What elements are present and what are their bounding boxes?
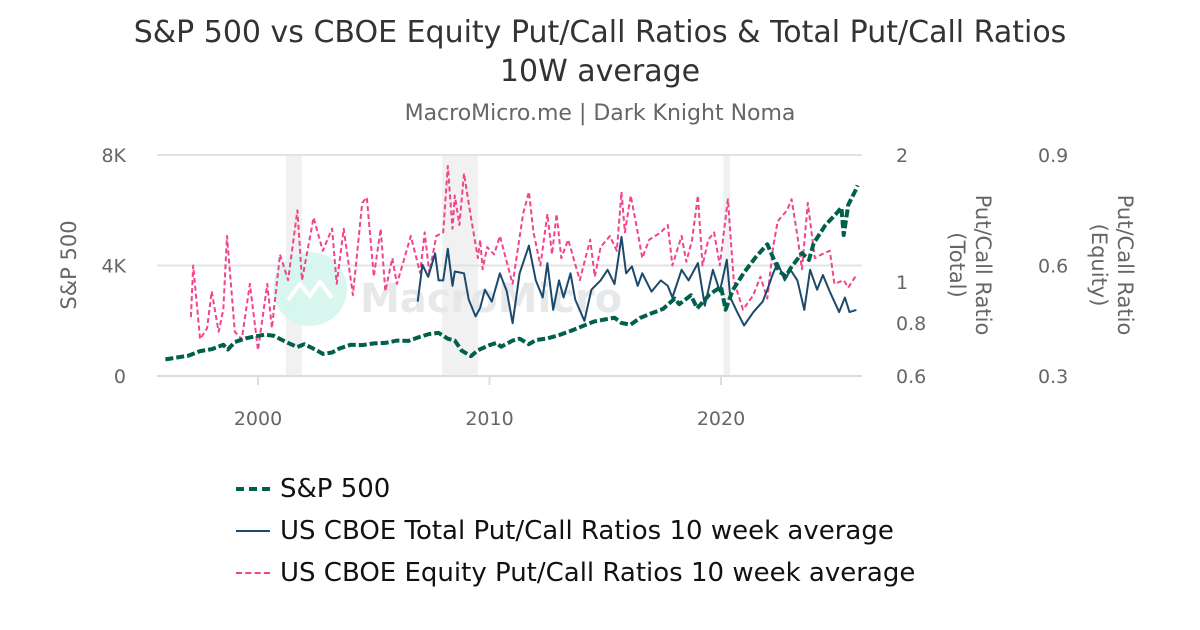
total-tick-label: 0.8 (896, 313, 926, 335)
total-tick-label: 0.6 (896, 366, 926, 388)
sp500-line (165, 184, 860, 362)
legend-label: US CBOE Total Put/Call Ratios 10 week av… (280, 516, 894, 546)
total-axis-label-line1: Put/Call Ratio (971, 195, 995, 336)
legend-swatch-sp500 (236, 487, 270, 491)
equity-tick-label: 0.6 (1038, 256, 1068, 278)
equity-axis-label-line1: Put/Call Ratio (1113, 195, 1137, 336)
equity-tick-label: 0.9 (1038, 145, 1068, 167)
equity-axis-label-line2: (Equity) (1087, 224, 1111, 307)
left-axis-label: S&P 500 (57, 220, 81, 309)
total-axis-label-line2: (Total) (945, 232, 969, 297)
legend-item-total[interactable]: US CBOE Total Put/Call Ratios 10 week av… (236, 510, 915, 552)
chart-subtitle: MacroMicro.me | Dark Knight Noma (404, 101, 796, 126)
equity-putcall-line (189, 165, 857, 352)
total-tick-label: 2 (896, 145, 908, 167)
left-tick-label: 8K (101, 145, 126, 167)
legend-item-equity[interactable]: US CBOE Equity Put/Call Ratios 10 week a… (236, 552, 915, 594)
x-tick-label: 2000 (234, 408, 282, 430)
left-tick-label: 4K (101, 256, 126, 278)
legend: S&P 500 US CBOE Total Put/Call Ratios 10… (236, 468, 915, 594)
legend-item-sp500[interactable]: S&P 500 (236, 468, 915, 510)
chart-title-line2: 10W average (499, 54, 701, 89)
left-tick-label: 0 (114, 366, 126, 388)
legend-swatch-equity (236, 572, 270, 574)
total-tick-label: 1 (896, 272, 908, 294)
x-tick-label: 2010 (465, 408, 513, 430)
legend-swatch-total (236, 530, 270, 532)
x-tick-label: 2020 (697, 408, 745, 430)
legend-label: US CBOE Equity Put/Call Ratios 10 week a… (280, 558, 916, 588)
legend-label: S&P 500 (280, 474, 391, 504)
equity-tick-label: 0.3 (1038, 366, 1068, 388)
chart-title-line1: S&P 500 vs CBOE Equity Put/Call Ratios &… (133, 15, 1067, 50)
